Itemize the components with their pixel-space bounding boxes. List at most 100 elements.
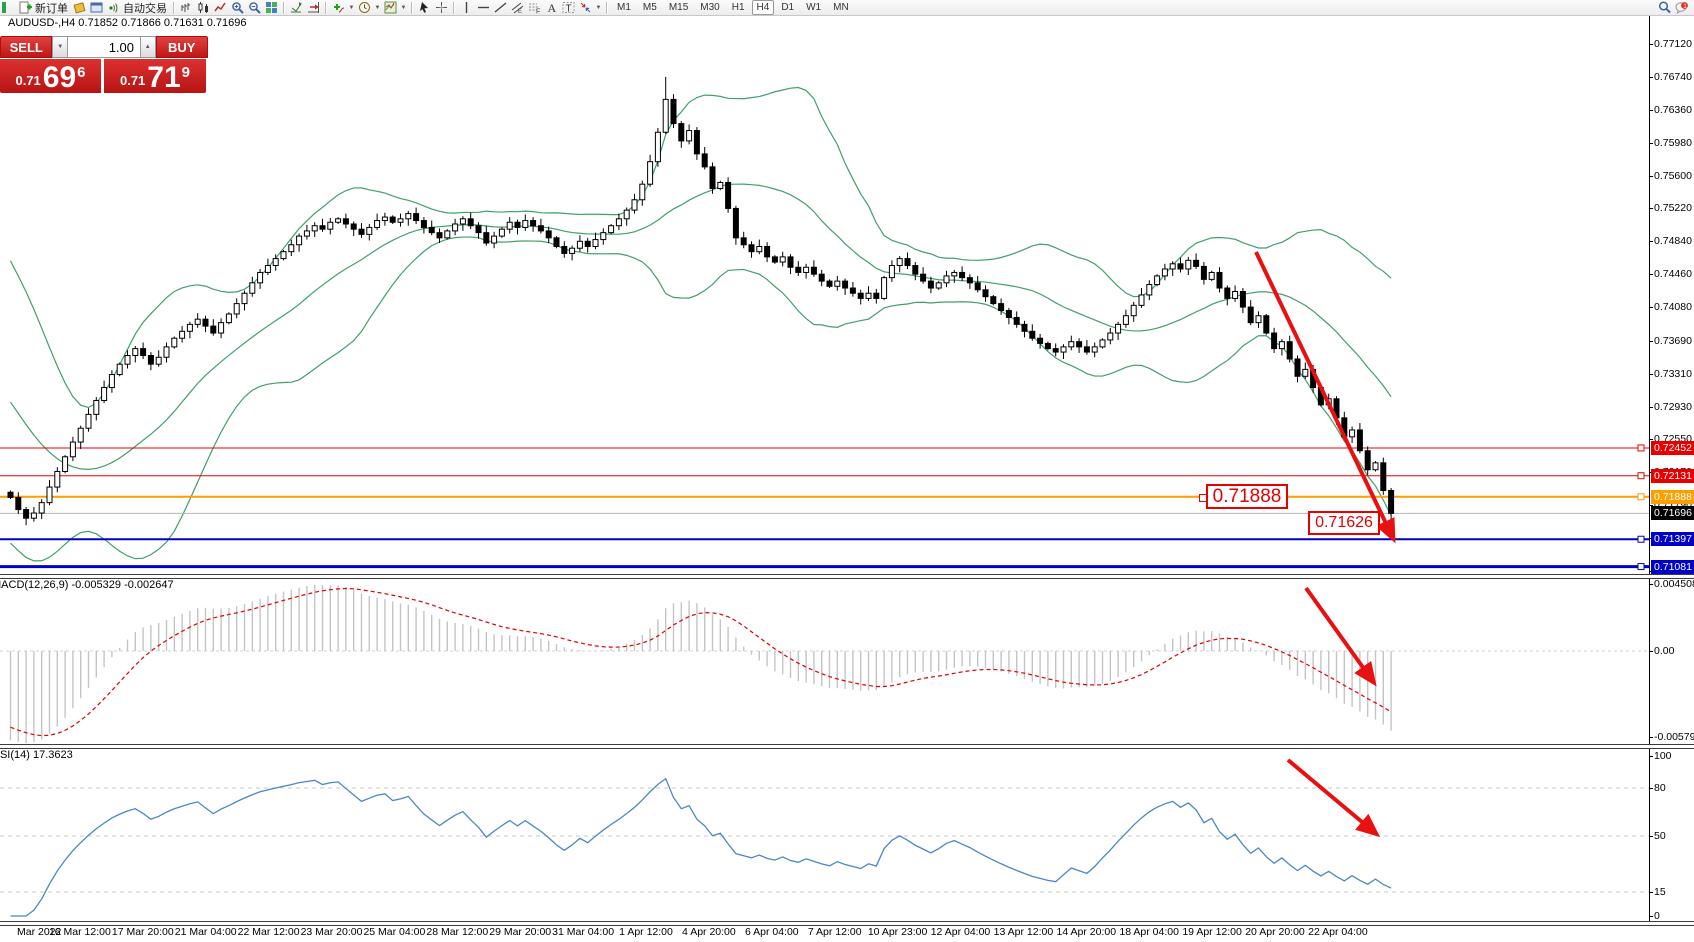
cursor-icon[interactable] [416, 1, 433, 15]
price-axis-label: 0.76360 [1654, 104, 1692, 116]
candles [7, 76, 1395, 526]
date-axis-label: Mar 2022 [17, 926, 62, 938]
horizontal-line-icon[interactable] [475, 1, 492, 15]
tile-windows-icon[interactable] [263, 1, 280, 15]
periods-icon[interactable] [356, 1, 373, 15]
chart-shift-icon[interactable] [305, 1, 322, 15]
fibonacci-icon[interactable]: F [526, 1, 543, 15]
signal-icon[interactable] [105, 1, 122, 15]
lot-decrease-button[interactable]: ▼ [52, 36, 68, 58]
toolbar-separator [283, 1, 285, 14]
search-icon[interactable] [1656, 1, 1673, 15]
crosshair-icon[interactable] [433, 1, 450, 15]
date-axis-label: 31 Mar 04:00 [552, 926, 615, 938]
level-handle-0.71888[interactable] [1637, 493, 1645, 501]
dropdown-arrow-icon[interactable]: ▼ [400, 4, 407, 11]
axis-tick [1649, 274, 1653, 275]
timeframe-MN[interactable]: MN [833, 2, 849, 13]
rsi-axis-label: 80 [1654, 782, 1666, 794]
panel-divider-2[interactable] [0, 744, 1694, 749]
buy-button[interactable]: BUY [155, 36, 208, 58]
bubble-icon[interactable]: 1 [1673, 1, 1690, 15]
auto-scroll-icon[interactable] [288, 1, 305, 15]
timeframe-H4[interactable]: H4 [751, 0, 775, 15]
styler-icon[interactable] [71, 1, 88, 15]
symbol-quote-line: AUDUSD-,H4 0.71852 0.71866 0.71631 0.716… [8, 17, 247, 29]
date-axis-label: 10 Apr 23:00 [867, 926, 928, 938]
bollinger-lower [10, 236, 1392, 562]
candles-icon[interactable] [195, 1, 212, 15]
annotation-anchor [1199, 493, 1207, 502]
new-order-icon[interactable] [17, 1, 34, 15]
zoom-out-icon[interactable] [246, 1, 263, 15]
rsi-line [10, 777, 1392, 917]
toolbar-separator [453, 1, 455, 14]
sell-button[interactable]: SELL [0, 36, 53, 58]
dropdown-arrow-icon[interactable]: ▼ [374, 4, 381, 11]
date-axis-label: 6 Apr 04:00 [744, 926, 799, 938]
level-handle-0.71397[interactable] [1637, 535, 1645, 543]
timeframe-H1[interactable]: H1 [731, 2, 745, 13]
zoom-in-icon[interactable] [229, 1, 246, 15]
price-annotation-0.71626[interactable]: 0.71626 [1308, 511, 1380, 535]
toolbar-separator [325, 1, 327, 14]
lot-increase-button[interactable]: ▲ [140, 36, 156, 58]
lot-size-input[interactable] [68, 36, 140, 58]
trendline-icon[interactable] [492, 1, 509, 15]
timeframe-M5[interactable]: M5 [642, 2, 657, 13]
bar-chart-icon[interactable] [178, 1, 195, 15]
panel-divider-3[interactable] [0, 921, 1694, 926]
price-axis-label: 0.75220 [1654, 202, 1692, 214]
dropdown-arrow-icon[interactable]: ▼ [595, 4, 602, 11]
text-label-icon[interactable]: T [560, 1, 577, 15]
bid-price[interactable]: 0.71 69 6 [0, 59, 101, 93]
vertical-line-icon[interactable] [458, 1, 475, 15]
window-icon[interactable] [88, 1, 105, 15]
arrows-icon[interactable] [577, 1, 594, 15]
price-axis-label: 0.75980 [1654, 137, 1692, 149]
channel-icon[interactable]: E [509, 1, 526, 15]
dropdown-arrow-icon[interactable]: ▼ [348, 4, 355, 11]
level-handle-0.72452[interactable] [1637, 444, 1645, 452]
level-price-label: 0.71888 [1651, 490, 1694, 504]
level-handle-0.72131[interactable] [1637, 472, 1645, 480]
text-icon[interactable]: A [543, 1, 560, 15]
toolbar-separator [411, 1, 413, 14]
axis-tick [1649, 374, 1653, 375]
price-annotation-0.71888[interactable]: 0.71888 [1206, 484, 1288, 509]
timeframe-M15[interactable]: M15 [668, 2, 689, 13]
timeframe-M1[interactable]: M1 [617, 2, 631, 13]
trend-arrow-3[interactable] [1286, 758, 1381, 838]
axis-tick [1649, 110, 1653, 111]
templates-icon[interactable] [382, 1, 399, 15]
timeframe-W1[interactable]: W1 [806, 2, 822, 13]
ask-sup: 9 [181, 64, 191, 81]
axis-tick [1649, 341, 1653, 342]
chart-sliver-icon [0, 1, 17, 15]
axis-tick [1649, 892, 1653, 893]
bollinger-upper [9, 86, 1392, 409]
price-axis-label: 0.74840 [1654, 235, 1692, 247]
new-order-label[interactable]: 新订单 [35, 2, 68, 15]
date-axis-label: 28 Mar 12:00 [426, 926, 489, 938]
toolbar: 新订单 自动交易 ▼ ▼ ▼ E F A T ▼ M1 M5 M15 M30 H1 H4 D1 W1 MN … [0, 0, 1694, 16]
trend-arrow-1[interactable] [1254, 251, 1396, 544]
price-axis-label: 0.73690 [1654, 335, 1692, 347]
rsi-indicator-label: RSI(14) 17.3623 [0, 749, 73, 761]
autotrading-label[interactable]: 自动交易 [123, 2, 167, 15]
price-axis-label: 0.72930 [1654, 401, 1692, 413]
bid-sup: 6 [77, 64, 86, 81]
bollinger-middle [10, 183, 1392, 470]
line-chart-icon[interactable] [212, 1, 229, 15]
trend-arrow-2[interactable] [1304, 586, 1377, 687]
timeframe-M30[interactable]: M30 [700, 2, 720, 13]
indicators-icon[interactable] [330, 1, 347, 15]
timeframe-D1[interactable]: D1 [781, 2, 795, 13]
level-handle-0.71081[interactable] [1637, 563, 1645, 571]
date-axis-label: 22 Mar 12:00 [237, 926, 300, 938]
axis-tick [1649, 737, 1653, 738]
panel-divider-1[interactable] [0, 574, 1694, 579]
ask-price[interactable]: 0.71 71 9 [104, 59, 206, 93]
macd-signal-line [10, 587, 1392, 737]
